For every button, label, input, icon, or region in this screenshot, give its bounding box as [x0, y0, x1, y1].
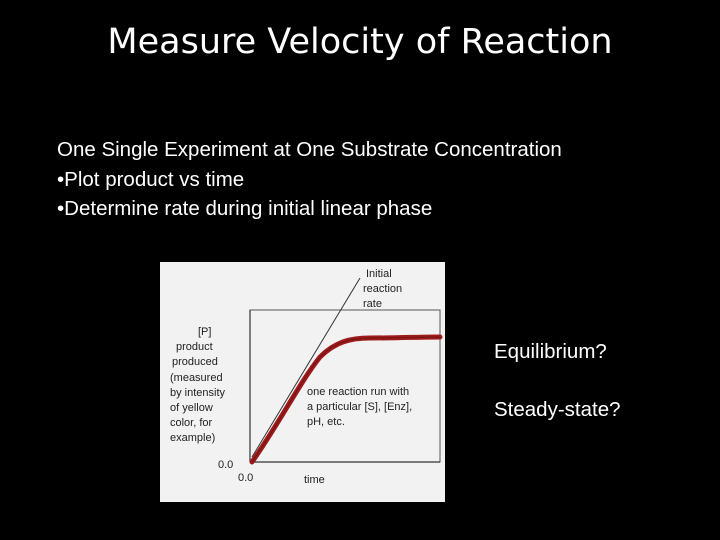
initial-rate-label-line: rate	[363, 298, 382, 310]
x-axis-label: time	[304, 474, 325, 486]
product-curve	[249, 334, 443, 465]
progress-curve-plot: Initial reaction rate [P] product produc…	[170, 268, 443, 486]
initial-rate-label: Initial reaction rate	[363, 268, 405, 310]
bullet-heading: One Single Experiment at One Substrate C…	[57, 138, 562, 161]
y-axis-label-line: of yellow	[170, 402, 213, 414]
reaction-run-note: one reaction run with a particular [S], …	[307, 386, 415, 428]
progress-curve-figure: Initial reaction rate [P] product produc…	[160, 262, 445, 502]
y-axis-label-line: (measured	[170, 372, 223, 384]
reaction-run-note-line: one reaction run with	[307, 386, 409, 398]
bullet-item: •Plot product vs time	[57, 167, 245, 191]
y-axis-label-line: by intensity	[170, 387, 226, 399]
bullet-item: •Determine rate during initial linear ph…	[57, 197, 433, 220]
y-axis-label-line: product	[176, 341, 213, 353]
y-axis-label-line: produced	[172, 356, 218, 368]
reaction-run-note-line: a particular [S], [Enz],	[307, 401, 412, 413]
y-axis-label-line: color, for	[170, 417, 213, 429]
reaction-run-note-line: pH, etc.	[307, 416, 345, 428]
x-origin-label: 0.0	[238, 472, 253, 484]
bullet-list: One Single Experiment at One Substrate C…	[57, 135, 562, 224]
initial-rate-label-line: reaction	[363, 283, 402, 295]
equilibrium-label: Equilibrium?	[494, 340, 607, 363]
y-axis-label-line: example)	[170, 432, 215, 444]
y-axis-label-line: [P]	[198, 326, 211, 338]
slide-title: Measure Velocity of Reaction	[107, 22, 613, 62]
initial-rate-tangent-line	[251, 277, 361, 458]
steady-state-label: Steady-state?	[494, 398, 621, 421]
y-axis-label: [P] product produced (measured by intens…	[170, 326, 228, 444]
product-curve-shadow	[251, 336, 441, 463]
y-origin-label: 0.0	[218, 459, 233, 471]
initial-rate-label-line: Initial	[366, 268, 392, 280]
